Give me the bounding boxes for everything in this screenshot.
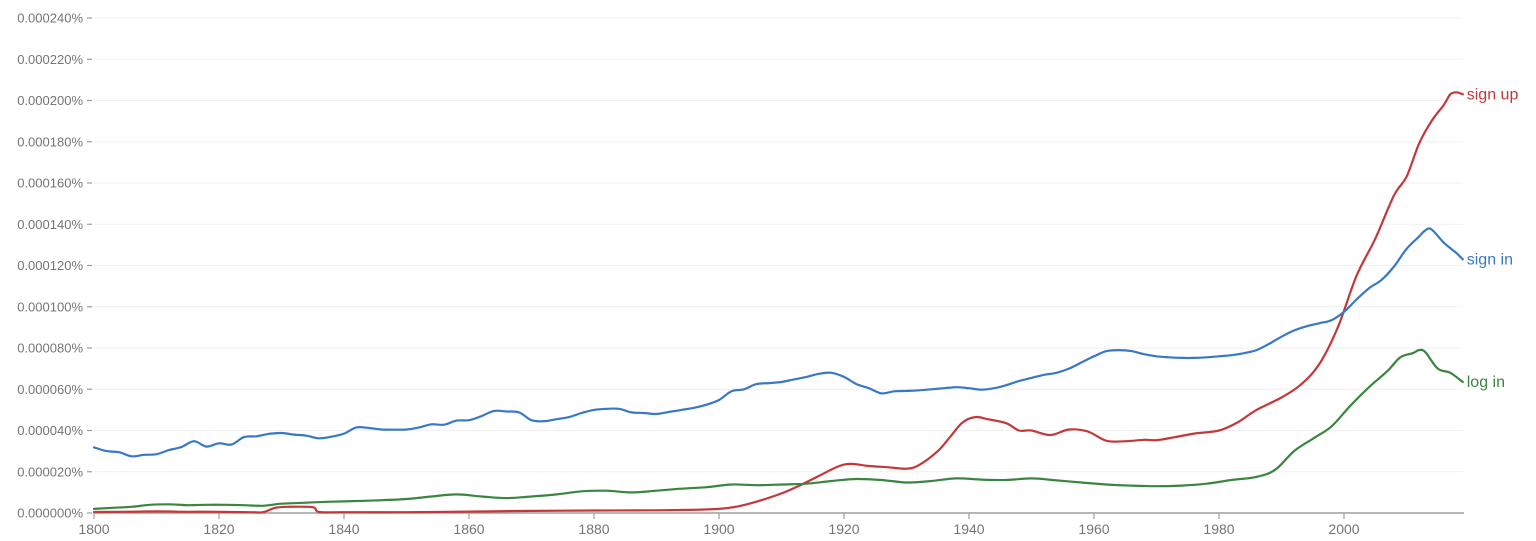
y-tick-label: 0.000240%	[17, 11, 83, 26]
y-tick-label: 0.000220%	[17, 52, 83, 67]
x-tick-label: 1940	[953, 521, 984, 537]
series-label-sign-in[interactable]: sign in	[1467, 251, 1513, 268]
x-tick-label: 1900	[703, 521, 734, 537]
y-tick-label: 0.000180%	[17, 134, 83, 149]
x-tick-label: 1840	[328, 521, 359, 537]
series-lines	[92, 91, 1464, 514]
series-labels: sign up sign in log in	[1467, 86, 1519, 391]
y-tick-label: 0.000000%	[17, 506, 83, 521]
series-line-sign-up[interactable]	[92, 91, 1464, 514]
x-tick-label: 2000	[1328, 521, 1359, 537]
grid-lines	[94, 17, 1463, 473]
y-axis: 0.000000% 0.000020% 0.000040% 0.000060% 0.00…	[17, 11, 92, 521]
y-tick-label: 0.000200%	[17, 93, 83, 108]
x-tick-label: 1920	[828, 521, 859, 537]
x-axis: 1800 1820 1840 1860 1880 1900 1920 1940 1960 1980…	[78, 512, 1464, 537]
series-label-log-in[interactable]: log in	[1467, 374, 1505, 391]
y-tick-label: 0.000160%	[17, 176, 83, 191]
x-tick-label: 1880	[578, 521, 609, 537]
y-tick-label: 0.000140%	[17, 217, 83, 232]
x-tick-label: 1860	[453, 521, 484, 537]
series-line-sign-in[interactable]	[92, 227, 1464, 458]
y-tick-label: 0.000020%	[17, 464, 83, 479]
y-tick-label: 0.000080%	[17, 341, 83, 356]
x-tick-label: 1960	[1078, 521, 1109, 537]
x-tick-label: 1980	[1203, 521, 1234, 537]
y-tick-label: 0.000040%	[17, 423, 83, 438]
x-tick-label: 1820	[203, 521, 234, 537]
y-tick-label: 0.000060%	[17, 382, 83, 397]
x-tick-label: 1800	[78, 521, 109, 537]
y-tick-label: 0.000100%	[17, 299, 83, 314]
y-tick-label: 0.000120%	[17, 258, 83, 273]
series-label-sign-up[interactable]: sign up	[1467, 86, 1519, 103]
series-line-log-in[interactable]	[92, 348, 1464, 510]
